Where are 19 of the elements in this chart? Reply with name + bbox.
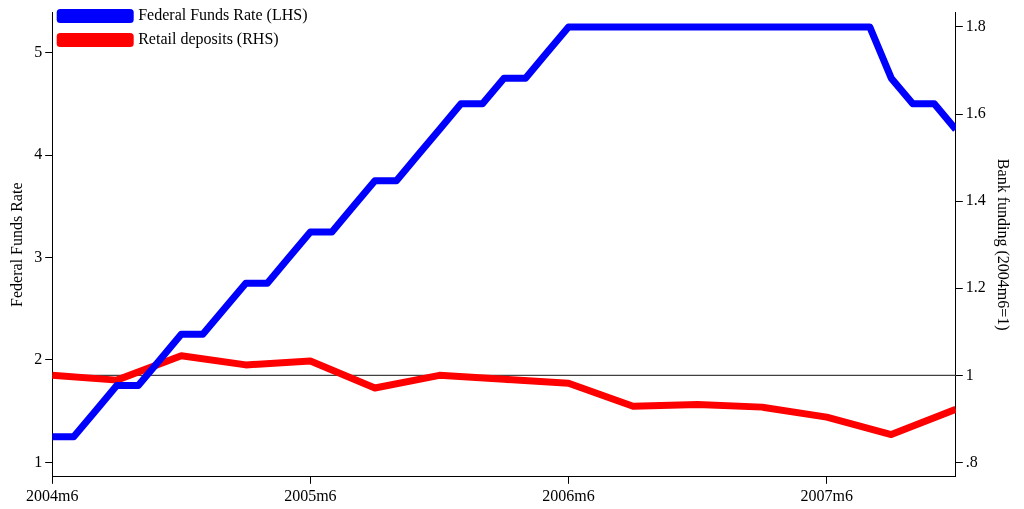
legend-label: Federal Funds Rate (LHS) [138, 6, 308, 25]
x-tick-label: 2007m6 [800, 486, 853, 504]
x-tick-label: 2006m6 [542, 486, 595, 504]
y2-tick-label: 1.6 [965, 104, 986, 122]
y2-tick-label: 1.8 [965, 17, 986, 35]
y-tick-label: 1 [34, 452, 43, 470]
y-tick-label: 2 [34, 350, 43, 368]
y2-tick-label: 1.2 [965, 278, 986, 296]
x-tick-label: 2005m6 [284, 486, 337, 504]
y2-axis-title: Bank funding (2004m6=1) [994, 158, 1013, 331]
y-tick-label: 4 [34, 145, 43, 163]
y-tick-label: 3 [34, 247, 43, 265]
y2-tick-label: 1 [965, 365, 974, 383]
y2-tick-label: .8 [965, 452, 978, 470]
legend-label: Retail deposits (RHS) [138, 30, 279, 49]
y2-tick-label: 1.4 [965, 191, 986, 209]
y-tick-label: 5 [34, 42, 43, 60]
x-tick-label: 2004m6 [25, 486, 79, 504]
y-axis-title: Federal Funds Rate [7, 182, 25, 307]
